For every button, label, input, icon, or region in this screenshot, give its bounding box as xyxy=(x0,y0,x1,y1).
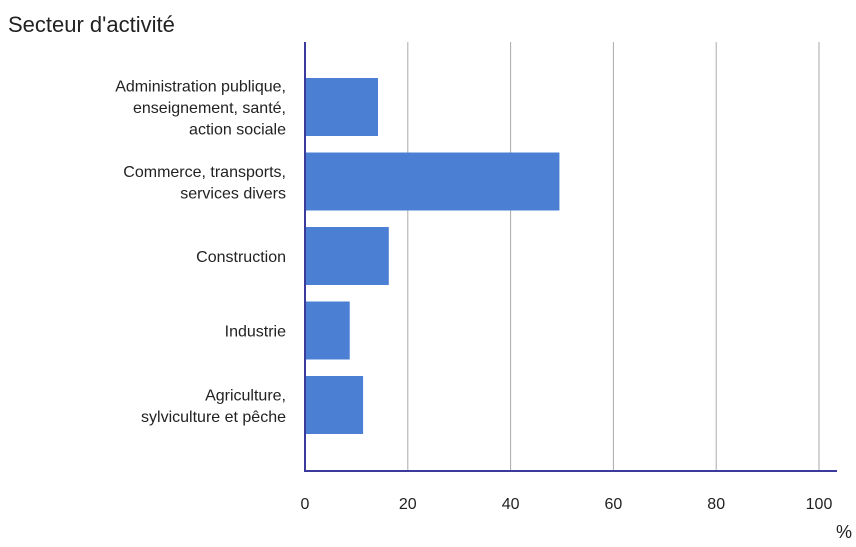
bar-1 xyxy=(305,152,560,211)
x-tick-label-100: 100 xyxy=(806,496,833,513)
category-label-1: Commerce, transports, services divers xyxy=(123,164,286,203)
x-tick-label-60: 60 xyxy=(605,496,623,513)
category-label-line: Agriculture, xyxy=(205,387,286,404)
x-tick-label-40: 40 xyxy=(502,496,520,513)
category-label-line: Industrie xyxy=(225,324,286,341)
bar-2 xyxy=(305,227,389,285)
category-label-4: Agriculture, sylviculture et pêche xyxy=(141,387,286,426)
category-label-line: Administration publique, xyxy=(115,79,286,96)
bar-0 xyxy=(305,78,378,136)
category-label-line: Commerce, transports, xyxy=(123,164,286,181)
category-label-line: services divers xyxy=(180,185,286,202)
category-label-line: sylviculture et pêche xyxy=(141,409,286,426)
category-label-3: Industrie xyxy=(225,324,286,341)
x-tick-label-0: 0 xyxy=(301,496,310,513)
category-label-line: enseignement, santé, xyxy=(133,100,286,117)
chart-title: Secteur d'activité xyxy=(8,12,175,37)
bar-3 xyxy=(305,301,350,360)
category-label-0: Administration publique, enseignement, sa… xyxy=(115,79,286,139)
category-label-line: action sociale xyxy=(189,122,286,139)
x-tick-label-20: 20 xyxy=(399,496,417,513)
x-tick-label-80: 80 xyxy=(707,496,725,513)
category-label-line: Construction xyxy=(196,249,286,266)
category-label-2: Construction xyxy=(196,249,286,266)
bar-4 xyxy=(305,376,364,434)
x-axis-unit-label: % xyxy=(836,522,853,542)
